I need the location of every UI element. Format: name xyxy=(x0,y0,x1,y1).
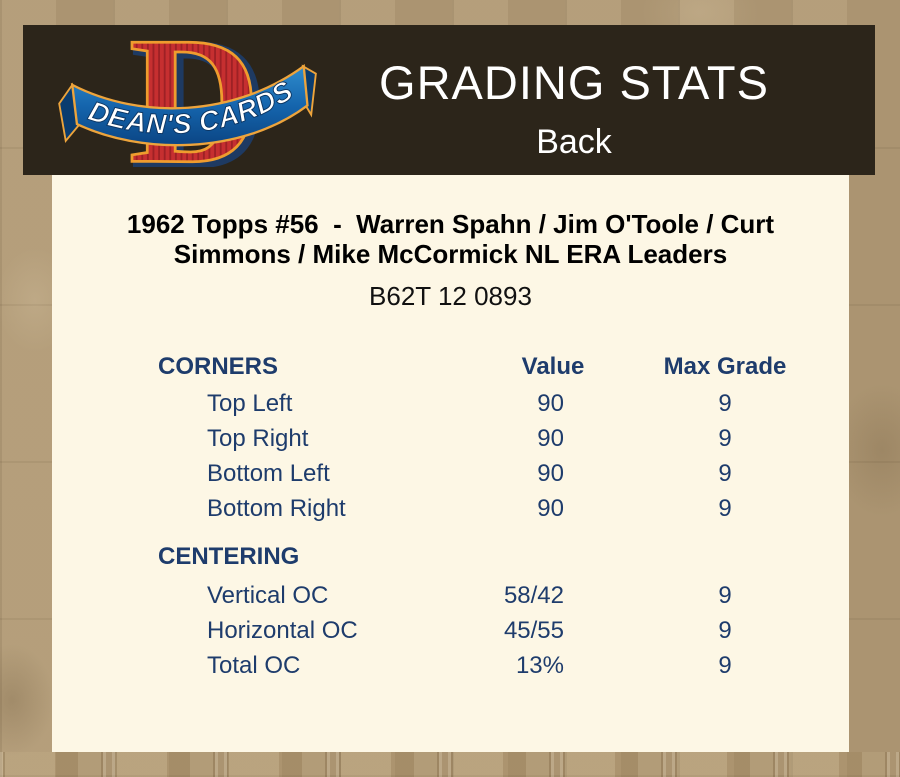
section-header-centering: CENTERING xyxy=(158,543,300,570)
page-title: GRADING STATS xyxy=(379,56,769,109)
row-max-grade: 9 xyxy=(718,495,732,522)
row-label: Top Left xyxy=(207,390,293,417)
table-row: Total OC 13% 9 xyxy=(52,648,886,683)
card-serial-number: B62T 12 0893 xyxy=(369,281,532,311)
table-row: Bottom Right 90 9 xyxy=(52,491,886,526)
table-row: Top Right 90 9 xyxy=(52,421,886,456)
row-value: 90 xyxy=(537,390,564,417)
column-header-value: Value xyxy=(521,353,585,380)
row-label: Bottom Left xyxy=(207,460,330,487)
table-section-row: CENTERING xyxy=(52,539,886,574)
row-label: Horizontal OC xyxy=(207,617,358,644)
row-label: Top Right xyxy=(207,425,309,452)
card-side-label: Back xyxy=(536,123,612,161)
row-value: 45/55 xyxy=(503,617,564,644)
row-value: 90 xyxy=(537,460,564,487)
row-value: 58/42 xyxy=(503,582,564,609)
card-collage-strip xyxy=(0,752,900,777)
table-header-row: CORNERS Value Max Grade xyxy=(52,349,886,384)
row-max-grade: 9 xyxy=(718,390,732,417)
grading-table: CORNERS Value Max Grade Top Left 90 9 To… xyxy=(52,349,886,683)
row-value: 13% xyxy=(515,652,564,679)
section-header-corners: CORNERS xyxy=(158,353,279,380)
card-title: 1962 Topps #56 - Warren Spahn / Jim O'To… xyxy=(126,209,782,269)
table-row: Top Left 90 9 xyxy=(52,386,886,421)
ribbon-banner xyxy=(70,64,309,147)
header-bar: D D DEAN'S CARDS GRADING STATS Back xyxy=(23,25,875,175)
table-row: Horizontal OC 45/55 9 xyxy=(52,613,886,648)
table-row: Vertical OC 58/42 9 xyxy=(52,578,886,613)
row-max-grade: 9 xyxy=(718,582,732,609)
row-max-grade: 9 xyxy=(718,425,732,452)
column-header-max-grade: Max Grade xyxy=(663,353,787,380)
row-value: 90 xyxy=(537,425,564,452)
row-value: 90 xyxy=(537,495,564,522)
grading-panel: 1962 Topps #56 - Warren Spahn / Jim O'To… xyxy=(52,175,849,752)
table-row: Bottom Left 90 9 xyxy=(52,456,886,491)
row-label: Vertical OC xyxy=(207,582,329,609)
row-max-grade: 9 xyxy=(718,617,732,644)
row-max-grade: 9 xyxy=(718,652,732,679)
header-text-block: GRADING STATS Back xyxy=(273,25,875,175)
row-max-grade: 9 xyxy=(718,460,732,487)
row-label: Total OC xyxy=(207,652,301,679)
deans-cards-logo: D D DEAN'S CARDS xyxy=(58,27,317,167)
row-label: Bottom Right xyxy=(207,495,346,522)
